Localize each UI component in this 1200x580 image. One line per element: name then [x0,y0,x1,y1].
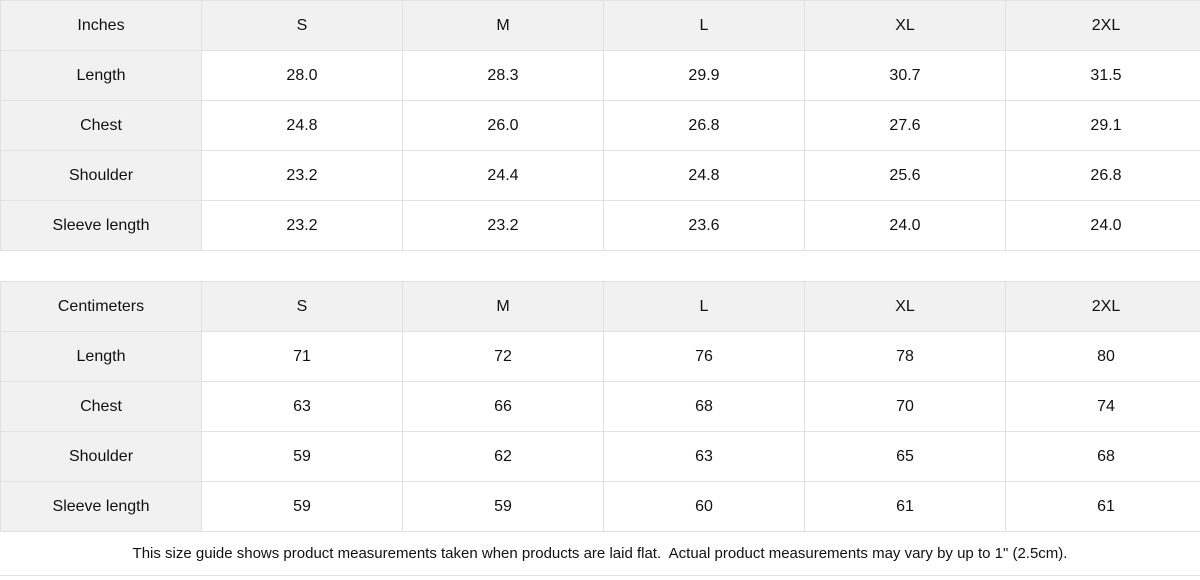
measurement-value: 74 [1005,381,1200,432]
measurement-value: 23.2 [201,200,403,251]
measurement-value: 61 [804,481,1006,532]
measurement-value: 65 [804,431,1006,482]
measurement-value: 31.5 [1005,50,1200,101]
size-col-header: S [201,0,403,51]
table-row: Length 28.0 28.3 29.9 30.7 31.5 [0,50,1200,101]
table-row: Chest 63 66 68 70 74 [0,381,1200,432]
measurement-value: 29.9 [603,50,805,101]
measurement-value: 59 [201,481,403,532]
measurement-value: 28.0 [201,50,403,101]
measurement-value: 59 [201,431,403,482]
row-label: Chest [0,100,202,151]
measurement-value: 23.2 [402,200,604,251]
measurement-value: 23.2 [201,150,403,201]
size-col-header: M [402,281,604,332]
measurement-value: 24.8 [603,150,805,201]
row-label: Chest [0,381,202,432]
measurement-value: 61 [1005,481,1200,532]
measurement-value: 63 [201,381,403,432]
size-guide-note-bar: This size guide shows product measuremen… [0,532,1200,576]
measurement-value: 70 [804,381,1006,432]
measurement-value: 62 [402,431,604,482]
measurement-value: 72 [402,331,604,382]
measurement-value: 68 [603,381,805,432]
measurement-value: 27.6 [804,100,1006,151]
measurement-value: 24.0 [1005,200,1200,251]
size-col-header: XL [804,0,1006,51]
measurement-value: 68 [1005,431,1200,482]
size-col-header: M [402,0,604,51]
unit-label: Centimeters [0,281,202,332]
measurement-value: 78 [804,331,1006,382]
measurement-value: 26.8 [1005,150,1200,201]
size-col-header: XL [804,281,1006,332]
measurement-value: 28.3 [402,50,604,101]
measurement-value: 23.6 [603,200,805,251]
row-label: Shoulder [0,431,202,482]
inches-table: Inches S M L XL 2XL Length 28.0 28.3 29.… [0,0,1200,251]
measurement-value: 29.1 [1005,100,1200,151]
measurement-value: 80 [1005,331,1200,382]
measurement-value: 26.8 [603,100,805,151]
measurement-value: 60 [603,481,805,532]
size-col-header: S [201,281,403,332]
size-col-header: 2XL [1005,281,1200,332]
measurement-value: 63 [603,431,805,482]
measurement-value: 24.0 [804,200,1006,251]
size-guide-note: This size guide shows product measuremen… [132,545,1068,562]
measurement-value: 66 [402,381,604,432]
table-header-row: Inches S M L XL 2XL [0,0,1200,51]
measurement-value: 24.8 [201,100,403,151]
measurement-value: 59 [402,481,604,532]
centimeters-table: Centimeters S M L XL 2XL Length 71 72 76… [0,281,1200,532]
table-row: Length 71 72 76 78 80 [0,331,1200,382]
size-col-header: L [603,281,805,332]
table-row: Sleeve length 23.2 23.2 23.6 24.0 24.0 [0,200,1200,251]
table-row: Shoulder 23.2 24.4 24.8 25.6 26.8 [0,150,1200,201]
table-row: Sleeve length 59 59 60 61 61 [0,481,1200,532]
row-label: Length [0,50,202,101]
size-col-header: 2XL [1005,0,1200,51]
table-row: Chest 24.8 26.0 26.8 27.6 29.1 [0,100,1200,151]
row-label: Sleeve length [0,200,202,251]
row-label: Shoulder [0,150,202,201]
measurement-value: 26.0 [402,100,604,151]
table-row: Shoulder 59 62 63 65 68 [0,431,1200,482]
measurement-value: 25.6 [804,150,1006,201]
row-label: Length [0,331,202,382]
measurement-value: 76 [603,331,805,382]
table-header-row: Centimeters S M L XL 2XL [0,281,1200,332]
measurement-value: 30.7 [804,50,1006,101]
size-col-header: L [603,0,805,51]
row-label: Sleeve length [0,481,202,532]
table-gap [0,251,1200,281]
measurement-value: 71 [201,331,403,382]
measurement-value: 24.4 [402,150,604,201]
unit-label: Inches [0,0,202,51]
